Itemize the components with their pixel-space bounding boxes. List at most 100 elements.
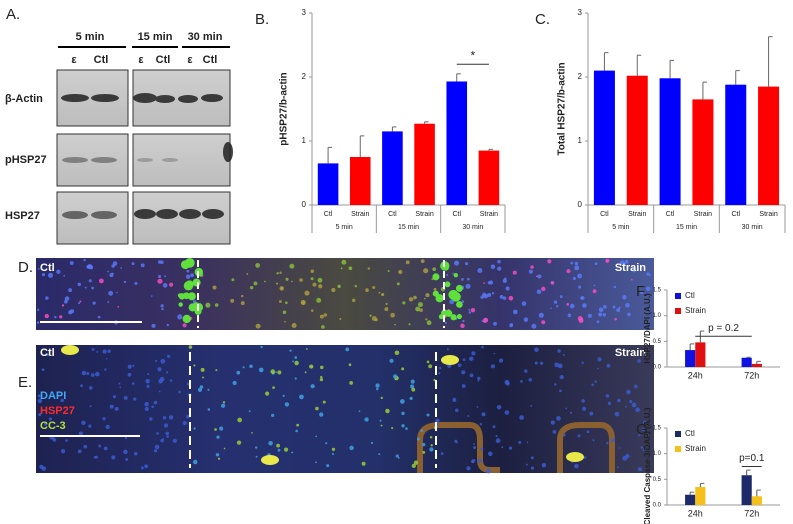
cell	[83, 444, 88, 449]
cell	[98, 444, 102, 448]
cell	[78, 431, 84, 436]
cell	[454, 408, 459, 413]
group-label: 15 min	[398, 224, 419, 231]
cell	[107, 349, 111, 353]
x-tick-label: 72h	[744, 370, 759, 380]
cell	[231, 278, 235, 282]
cell	[89, 405, 92, 408]
cell	[240, 301, 245, 306]
cell	[380, 424, 383, 427]
cell	[565, 407, 568, 410]
cell	[422, 450, 426, 454]
bar	[593, 70, 615, 205]
cell	[421, 442, 426, 447]
cell	[191, 302, 201, 312]
cell	[284, 320, 286, 323]
cell	[444, 321, 448, 324]
x-tick-label: Ctl	[666, 211, 675, 218]
cell	[185, 280, 194, 289]
cell	[339, 317, 342, 320]
cell	[456, 441, 459, 444]
cell	[88, 386, 93, 390]
cell	[285, 301, 288, 305]
cell	[553, 383, 557, 386]
cell	[477, 376, 481, 381]
cell	[318, 284, 323, 289]
cell	[197, 387, 203, 392]
cell	[577, 273, 583, 279]
cell	[508, 446, 513, 450]
cell	[348, 266, 353, 271]
y-tick-label: 1.0	[653, 313, 662, 319]
cell	[567, 313, 572, 318]
bar	[751, 496, 762, 505]
cell	[123, 449, 128, 455]
cell	[469, 373, 474, 378]
cell	[91, 348, 95, 351]
cell	[322, 400, 326, 404]
cell	[577, 316, 583, 322]
cell	[405, 427, 408, 430]
cell	[182, 420, 187, 426]
cell	[340, 267, 343, 270]
cell	[98, 278, 104, 284]
time-label: 5 min	[76, 31, 105, 43]
cell	[490, 364, 496, 369]
cell	[230, 298, 235, 303]
cell	[265, 391, 270, 396]
cell	[470, 460, 474, 463]
cell	[158, 390, 161, 393]
cell	[80, 384, 83, 388]
cell	[304, 290, 310, 296]
cell	[250, 285, 254, 290]
cell	[140, 263, 145, 268]
cell	[348, 363, 352, 367]
cell	[319, 412, 324, 417]
group-label: 5 min	[612, 224, 629, 231]
cell	[277, 370, 282, 375]
cell	[223, 447, 226, 450]
cell	[172, 438, 177, 443]
cell	[495, 435, 498, 438]
bar	[478, 150, 500, 205]
cell	[93, 456, 97, 459]
x-tick-label: Ctl	[388, 211, 397, 218]
cell	[61, 304, 65, 307]
cell	[398, 269, 403, 275]
cell	[597, 367, 599, 370]
cells	[36, 258, 651, 329]
cell	[425, 293, 430, 298]
cell	[537, 274, 542, 279]
cell	[319, 314, 324, 319]
cell	[161, 307, 164, 311]
row-label: β-Actin	[5, 93, 43, 105]
cell	[520, 380, 523, 383]
x-tick-label: 24h	[688, 508, 703, 518]
cell	[296, 423, 300, 427]
cell	[61, 449, 66, 454]
cell	[420, 259, 425, 263]
cell	[401, 411, 405, 416]
cell	[43, 422, 48, 426]
cell	[63, 274, 65, 277]
cell	[581, 361, 584, 365]
cell	[310, 269, 314, 274]
cell	[448, 289, 459, 300]
cell	[105, 424, 110, 430]
cell	[90, 373, 95, 377]
cell	[440, 452, 444, 456]
cell	[622, 295, 627, 300]
cells	[37, 345, 647, 474]
cell	[145, 379, 150, 384]
cell	[309, 364, 314, 369]
cell	[341, 259, 347, 265]
cell	[617, 466, 619, 469]
cell	[461, 370, 466, 375]
lane-label: ε	[71, 54, 77, 66]
cell	[410, 379, 415, 384]
cell	[378, 453, 381, 456]
y-tick-label: 1.5	[653, 426, 662, 432]
cell	[275, 371, 277, 374]
cell	[168, 415, 174, 420]
cell	[605, 394, 610, 398]
